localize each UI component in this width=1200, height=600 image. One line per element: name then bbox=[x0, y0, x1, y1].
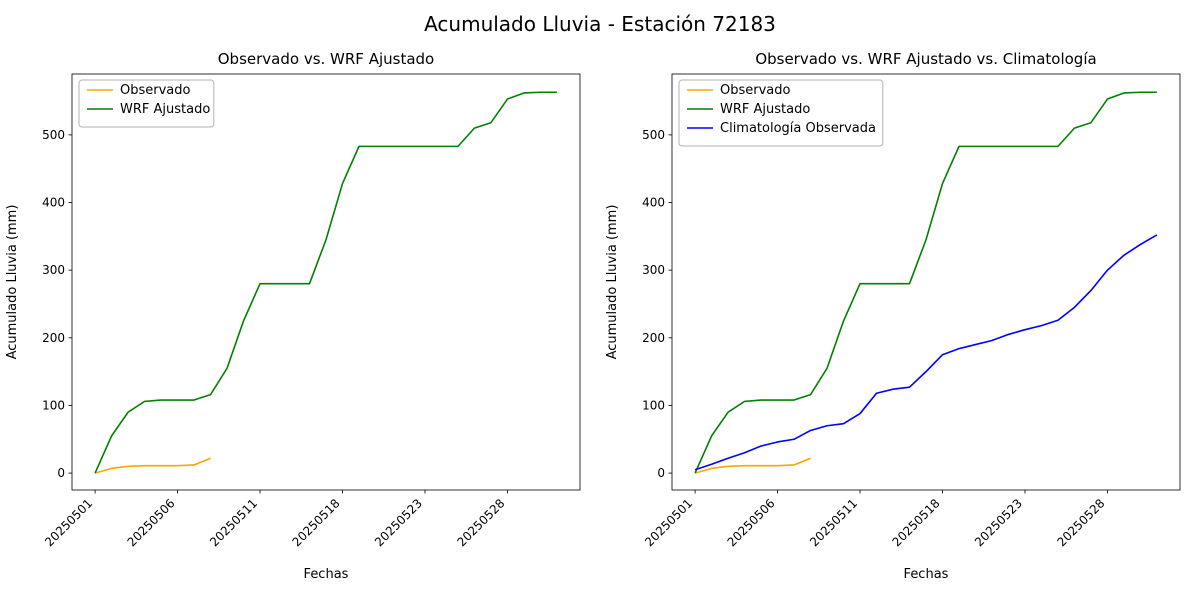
legend-label-observado: Observado bbox=[120, 83, 191, 98]
legend-label-wrf-ajustado: WRF Ajustado bbox=[720, 102, 810, 117]
y-tick-label: 200 bbox=[642, 331, 665, 345]
x-tick-label: 20250501 bbox=[42, 496, 95, 549]
chart-observado-vs-wrf: Observado vs. WRF Ajustado 0 100 200 300 400 5… bbox=[5, 50, 581, 582]
x-tick-label: 20250523 bbox=[972, 496, 1025, 549]
y-tick-label: 0 bbox=[57, 466, 65, 480]
x-tick-label: 20250506 bbox=[125, 496, 178, 549]
x-tick-label: 20250518 bbox=[290, 496, 343, 549]
x-tick-label: 20250506 bbox=[725, 496, 778, 549]
chart-title: Observado vs. WRF Ajustado vs. Climatolo… bbox=[755, 50, 1096, 68]
plot-border bbox=[671, 73, 1181, 491]
legend-box bbox=[78, 79, 215, 128]
x-axis-label: Fechas bbox=[904, 567, 949, 582]
y-axis-label: Acumulado Lluvia (mm) bbox=[5, 205, 20, 360]
chart-title: Observado vs. WRF Ajustado bbox=[218, 50, 434, 68]
plot-border bbox=[71, 73, 581, 491]
x-tick-label: 20250528 bbox=[1054, 496, 1107, 549]
series-line-climatologia-observada bbox=[694, 234, 1158, 471]
x-tick-label: 20250523 bbox=[372, 496, 425, 549]
x-tick-label: 20250511 bbox=[807, 496, 860, 549]
y-tick-label: 400 bbox=[642, 196, 665, 210]
charts-row: Observado vs. WRF Ajustado 0 100 200 300 400 5… bbox=[0, 48, 1200, 600]
legend-label-climatologia-observada: Climatología Observada bbox=[720, 121, 876, 136]
y-tick-label: 500 bbox=[642, 128, 665, 142]
x-tick-label: 20250511 bbox=[207, 496, 260, 549]
y-tick-label: 500 bbox=[42, 128, 65, 142]
y-tick-label: 100 bbox=[642, 398, 665, 412]
y-tick-label: 100 bbox=[42, 398, 65, 412]
y-tick-label: 400 bbox=[42, 196, 65, 210]
chart-observado-vs-wrf-vs-climatologia: Observado vs. WRF Ajustado vs. Climatolo… bbox=[605, 50, 1181, 582]
y-tick-label: 300 bbox=[642, 263, 665, 277]
legend-label-observado: Observado bbox=[720, 83, 791, 98]
y-axis-label: Acumulado Lluvia (mm) bbox=[605, 205, 620, 360]
legend-box bbox=[678, 79, 884, 147]
figure-title: Acumulado Lluvia - Estación 72183 bbox=[424, 12, 776, 36]
series-line-observado bbox=[694, 457, 811, 474]
y-tick-label: 300 bbox=[42, 263, 65, 277]
x-tick-label: 20250518 bbox=[890, 496, 943, 549]
y-tick-label: 0 bbox=[657, 466, 665, 480]
series-line-wrf-ajustado bbox=[694, 91, 1157, 474]
y-tick-label: 200 bbox=[42, 331, 65, 345]
x-axis-label: Fechas bbox=[304, 567, 349, 582]
x-tick-label: 20250501 bbox=[642, 496, 695, 549]
legend-label-wrf-ajustado: WRF Ajustado bbox=[120, 102, 210, 117]
series-line-observado bbox=[94, 457, 211, 474]
x-tick-label: 20250528 bbox=[454, 496, 507, 549]
series-line-wrf-ajustado bbox=[94, 91, 557, 474]
